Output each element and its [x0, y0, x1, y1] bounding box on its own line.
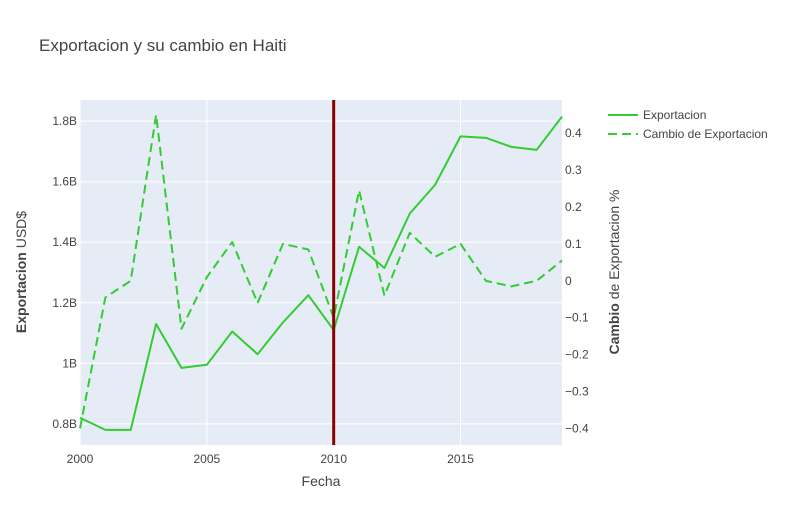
y2-axis-label-rest: de Exportacion %	[606, 190, 622, 304]
y2-tick-label: 0.2	[565, 200, 582, 214]
x-tick-label: 2005	[193, 452, 220, 466]
y2-tick-label: 0.4	[565, 126, 582, 140]
y-axis-ticks: 0.8B 1B 1.2B 1.4B 1.6B 1.8B	[52, 114, 77, 431]
y-axis-label-unit: USD$	[13, 211, 29, 252]
series-line-cambio	[79, 113, 563, 429]
y-axis-label-bold: Exportacion	[13, 252, 29, 333]
y2-tick-label: −0.3	[565, 384, 589, 398]
y-tick-label: 1.2B	[52, 296, 77, 310]
x-tick-label: 2000	[67, 452, 94, 466]
series-lines	[79, 113, 563, 431]
legend-item-exportacion[interactable]: Exportacion	[608, 108, 706, 122]
legend: Exportacion Cambio de Exportacion	[608, 108, 768, 141]
y2-axis-ticks: −0.4 −0.3 −0.2 −0.1 0 0.1 0.2 0.3 0.4	[565, 126, 589, 435]
y-tick-label: 1.8B	[52, 114, 77, 128]
y-tick-label: 1B	[62, 356, 77, 370]
series-line-exportacion	[79, 116, 563, 431]
y2-tick-label: −0.2	[565, 348, 589, 362]
y2-tick-label: −0.1	[565, 311, 589, 325]
x-tick-label: 2015	[447, 452, 474, 466]
y-tick-label: 0.8B	[52, 417, 77, 431]
y2-axis-label-bold: Cambio	[606, 303, 622, 354]
y2-tick-label: 0	[565, 274, 572, 288]
y2-tick-label: 0.3	[565, 163, 582, 177]
y-axis-label: Exportacion USD$	[13, 211, 29, 333]
y2-tick-label: −0.4	[565, 421, 589, 435]
legend-label-cambio: Cambio de Exportacion	[643, 127, 768, 141]
y2-tick-label: 0.1	[565, 237, 582, 251]
y2-axis-label: Cambio de Exportacion %	[606, 190, 622, 355]
y-tick-label: 1.4B	[52, 235, 77, 249]
plot-area	[80, 100, 562, 445]
x-axis-ticks: 2000 2005 2010 2015	[67, 452, 475, 466]
chart-title: Exportacion y su cambio en Haiti	[39, 36, 287, 55]
legend-item-cambio[interactable]: Cambio de Exportacion	[608, 127, 768, 141]
legend-label-exportacion: Exportacion	[643, 108, 706, 122]
x-tick-label: 2010	[320, 452, 347, 466]
y-tick-label: 1.6B	[52, 175, 77, 189]
x-axis-label: Fecha	[302, 473, 341, 489]
